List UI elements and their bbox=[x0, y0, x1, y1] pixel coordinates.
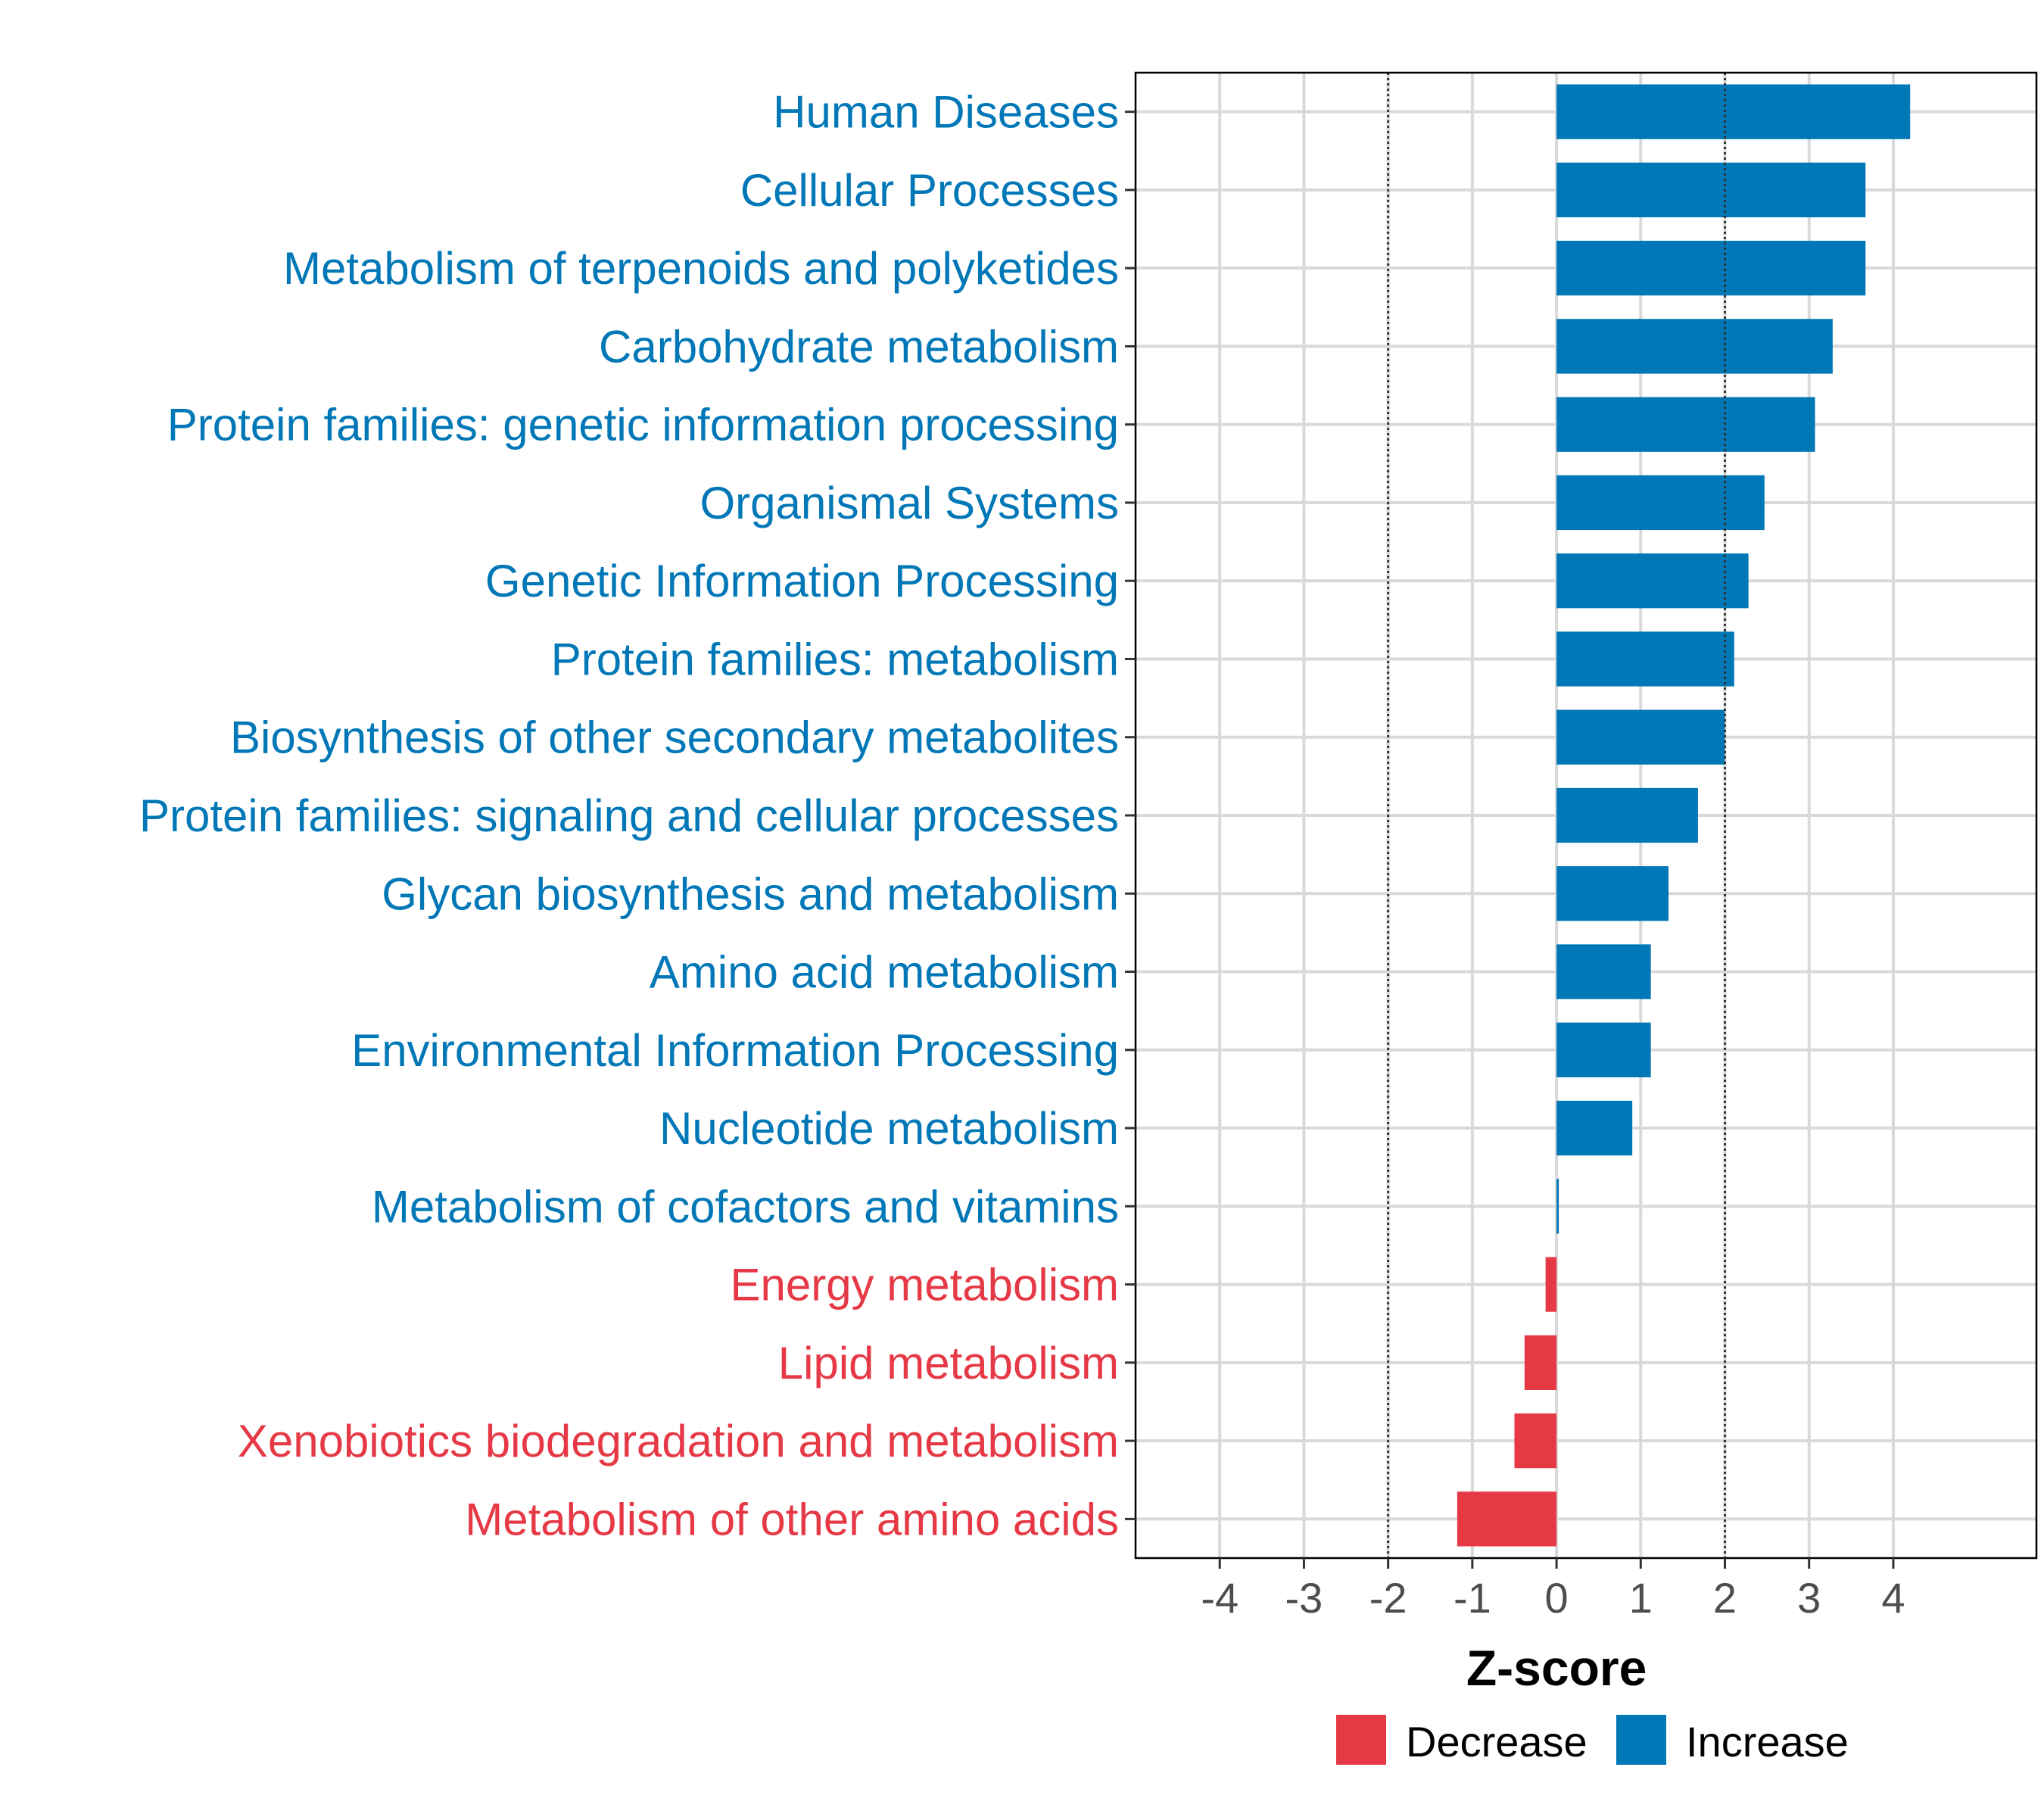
category-label: Human Diseases bbox=[773, 87, 1119, 138]
reference-line-layer bbox=[1387, 73, 1727, 1558]
bar bbox=[1556, 787, 1698, 843]
y-axis-labels: Human Diseases Cellular Processes Metaboli… bbox=[139, 87, 1119, 1545]
category-label: Genetic Information Processing bbox=[485, 556, 1119, 606]
bar bbox=[1556, 241, 1866, 296]
bar bbox=[1514, 1413, 1557, 1469]
bar bbox=[1556, 1022, 1651, 1077]
x-axis-tick-labels: -4 -3 -2 -1 0 1 2 3 4 bbox=[1201, 1574, 1905, 1622]
category-label: Amino acid metabolism bbox=[650, 947, 1119, 998]
bar bbox=[1556, 709, 1725, 765]
x-axis-ticks bbox=[1218, 1558, 1895, 1569]
x-tick-label: -2 bbox=[1369, 1574, 1407, 1622]
legend: Decrease Increase bbox=[1336, 1715, 1849, 1766]
bar bbox=[1556, 84, 1911, 139]
category-label: Cellular Processes bbox=[740, 165, 1119, 216]
category-label: Metabolism of terpenoids and polyketides bbox=[283, 243, 1119, 294]
x-tick-label: 0 bbox=[1544, 1574, 1568, 1622]
x-tick-label: -1 bbox=[1454, 1574, 1491, 1622]
legend-swatch-decrease bbox=[1336, 1715, 1386, 1765]
category-label: Xenobiotics biodegradation and metabolis… bbox=[238, 1416, 1119, 1466]
bar bbox=[1556, 866, 1669, 921]
bar bbox=[1556, 631, 1734, 687]
bar bbox=[1556, 1100, 1633, 1156]
category-label: Carbohydrate metabolism bbox=[599, 321, 1119, 372]
bar bbox=[1457, 1491, 1557, 1547]
category-label: Protein families: signaling and cellular… bbox=[139, 790, 1119, 841]
category-label: Biosynthesis of other secondary metaboli… bbox=[230, 712, 1119, 763]
category-label: Metabolism of other amino acids bbox=[465, 1494, 1119, 1544]
bar-layer bbox=[1457, 84, 1911, 1547]
category-label: Lipid metabolism bbox=[778, 1338, 1119, 1388]
x-tick-label: 3 bbox=[1797, 1574, 1821, 1622]
category-label: Nucleotide metabolism bbox=[659, 1103, 1119, 1154]
legend-swatch-increase bbox=[1616, 1715, 1666, 1765]
bar bbox=[1556, 553, 1749, 609]
x-tick-label: -3 bbox=[1285, 1574, 1323, 1622]
category-label: Glycan biosynthesis and metabolism bbox=[382, 868, 1119, 919]
legend-label-increase: Increase bbox=[1686, 1718, 1849, 1766]
bar bbox=[1556, 475, 1765, 531]
category-label: Protein families: metabolism bbox=[551, 634, 1119, 684]
category-label: Organismal Systems bbox=[700, 478, 1119, 528]
x-tick-label: 2 bbox=[1713, 1574, 1737, 1622]
bar bbox=[1556, 944, 1651, 999]
bar bbox=[1556, 162, 1866, 218]
x-tick-label: 1 bbox=[1629, 1574, 1653, 1622]
bar bbox=[1524, 1335, 1557, 1390]
y-axis-ticks bbox=[1125, 111, 1136, 1520]
category-label: Protein families: genetic information pr… bbox=[167, 400, 1119, 450]
category-label: Energy metabolism bbox=[730, 1260, 1119, 1311]
bar bbox=[1556, 1179, 1559, 1234]
x-tick-label: 4 bbox=[1881, 1574, 1905, 1622]
category-label: Metabolism of cofactors and vitamins bbox=[372, 1181, 1119, 1232]
bar bbox=[1556, 319, 1833, 374]
category-label: Environmental Information Processing bbox=[351, 1025, 1119, 1076]
x-axis-title: Z-score bbox=[1466, 1640, 1647, 1696]
legend-label-decrease: Decrease bbox=[1406, 1718, 1588, 1766]
bar bbox=[1545, 1257, 1557, 1312]
x-tick-label: -4 bbox=[1201, 1574, 1239, 1622]
bar bbox=[1556, 397, 1815, 452]
